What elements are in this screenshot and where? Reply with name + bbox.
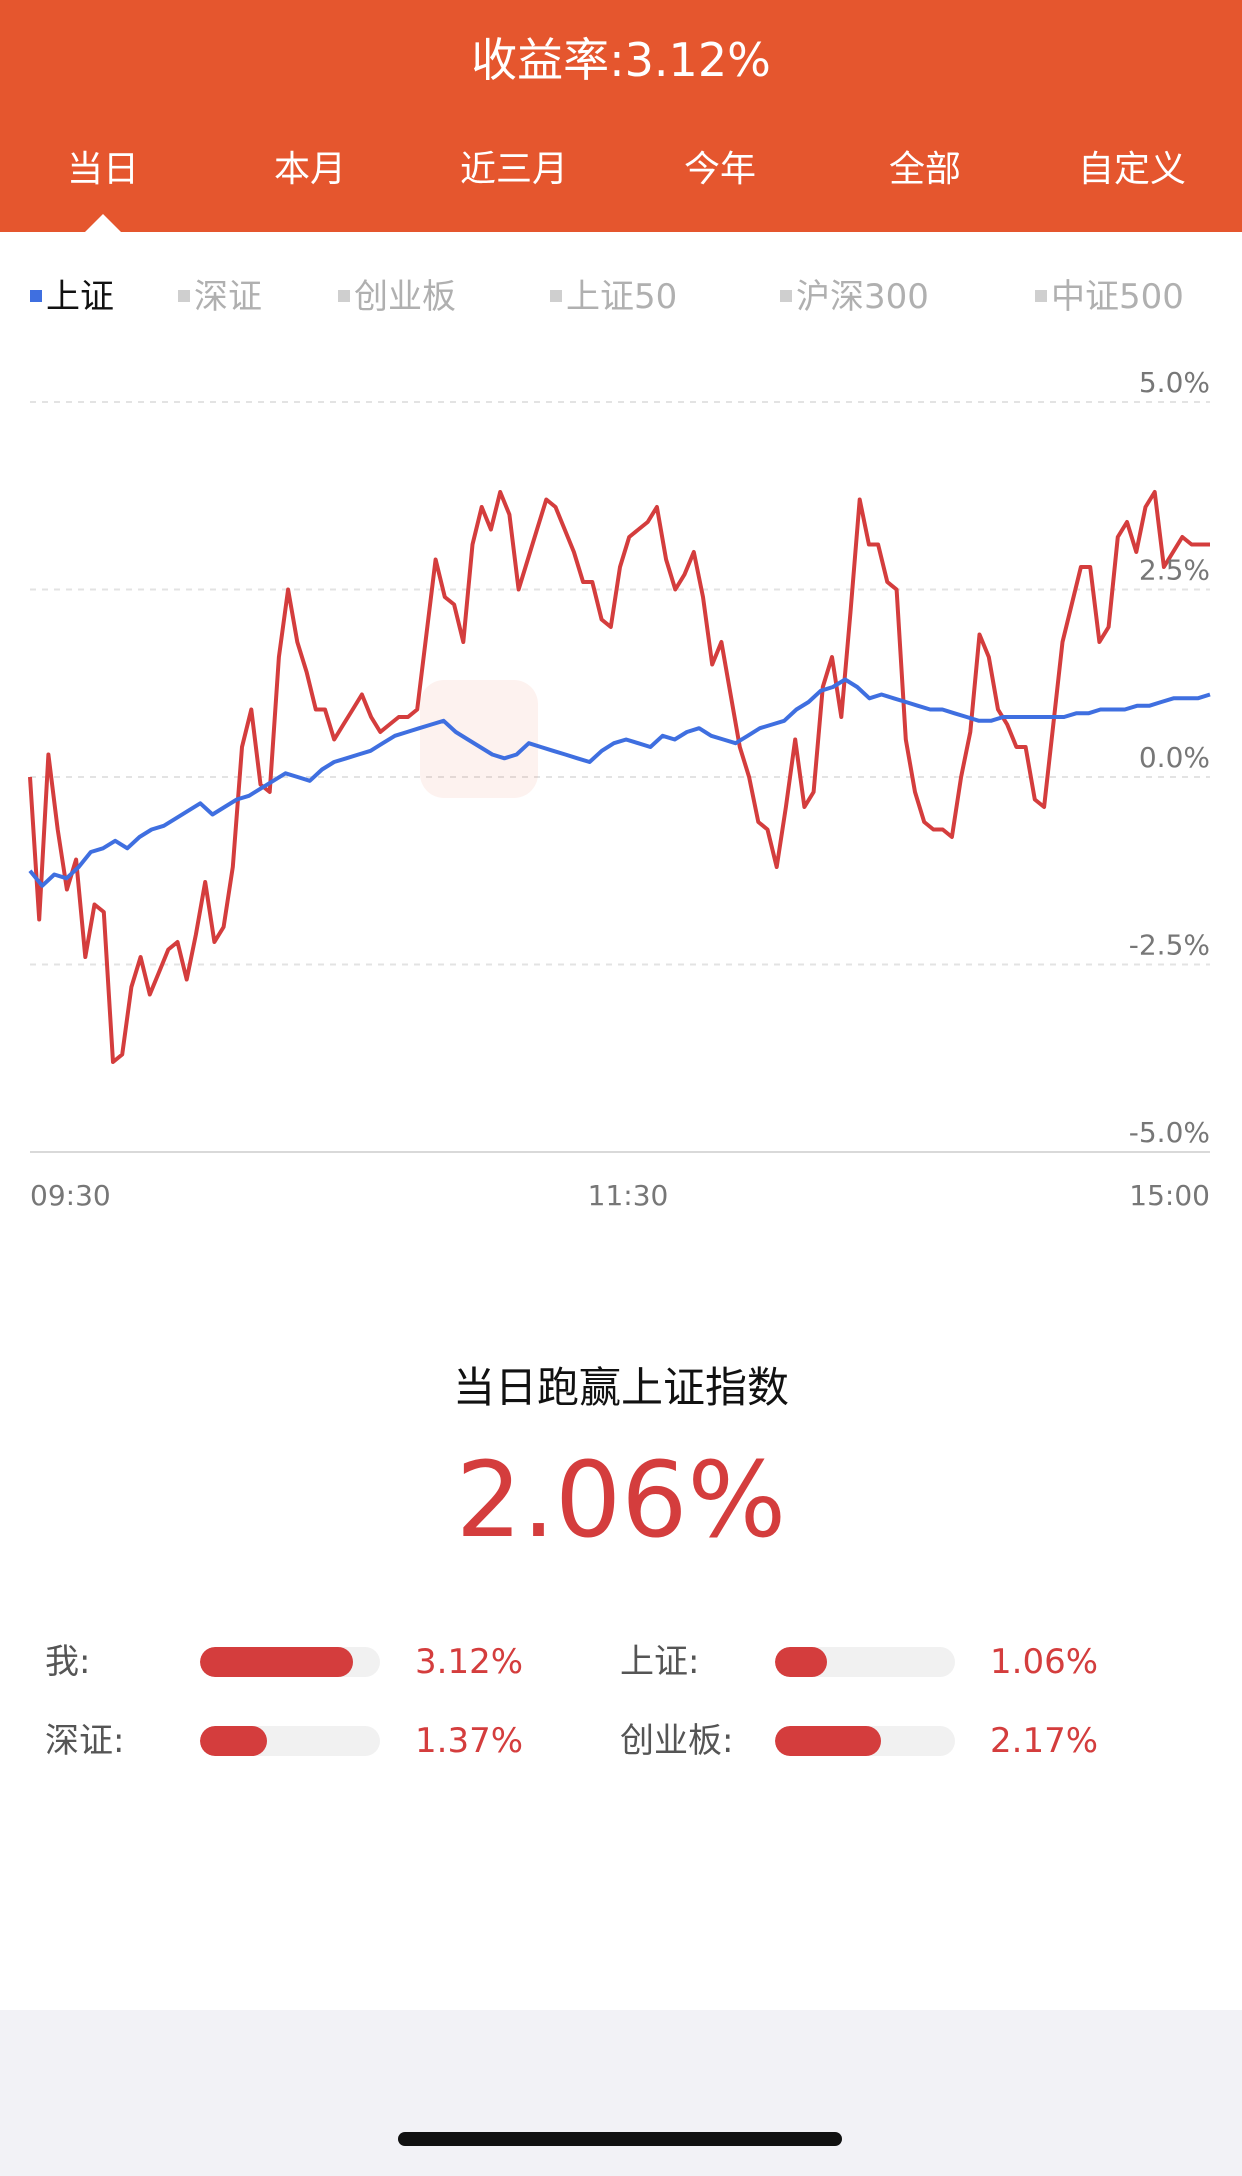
header-bar: 收益率:3.12% 当日 本月 近三月 今年 全部 自定义 — [0, 0, 1242, 232]
y-tick-label: 5.0% — [1139, 366, 1210, 399]
legend-square-icon — [780, 289, 792, 302]
index-option-sse50[interactable]: 上证50 — [550, 272, 677, 322]
index-option-shenzhen[interactable]: 深证 — [178, 272, 262, 322]
outperform-title: 当日跑赢上证指数 — [452, 1363, 789, 1412]
comparison-mine: 我: 3.12% — [45, 1637, 565, 1687]
tab-three-months[interactable]: 近三月 — [459, 149, 568, 190]
return-rate-title: 收益率:3.12% — [471, 33, 771, 87]
comparison-bar-track — [775, 1726, 955, 1756]
tab-custom[interactable]: 自定义 — [1077, 149, 1186, 190]
comparison-bar-track — [200, 1647, 380, 1677]
tab-all[interactable]: 全部 — [888, 149, 961, 190]
index-option-label: 中证500 — [1051, 277, 1184, 317]
comparison-value: 2.17% — [990, 1721, 1099, 1761]
watermark-logo — [420, 680, 538, 798]
legend-square-icon — [338, 289, 350, 302]
comparison-value: 3.12% — [415, 1642, 524, 1682]
x-tick-label: 09:30 — [30, 1179, 111, 1212]
y-tick-label: -2.5% — [1129, 929, 1210, 962]
index-option-label: 上证 — [46, 277, 114, 317]
comparison-bar-fill — [200, 1647, 353, 1677]
comparison-bar-fill — [775, 1726, 882, 1756]
home-indicator[interactable] — [398, 2132, 842, 2146]
comparison-label: 我: — [45, 1642, 91, 1682]
comparison-label: 创业板: — [620, 1721, 734, 1761]
legend-square-icon — [550, 289, 562, 302]
index-option-label: 深证 — [194, 277, 262, 317]
bottom-area — [0, 2010, 1242, 2176]
legend-square-icon — [178, 289, 190, 302]
comparison-bar-fill — [775, 1647, 828, 1677]
tab-this-year[interactable]: 今年 — [683, 149, 756, 190]
tab-today[interactable]: 当日 — [66, 149, 139, 190]
legend-square-icon — [30, 289, 42, 302]
index-option-shanghai[interactable]: 上证 — [30, 272, 114, 322]
index-option-chinext[interactable]: 创业板 — [338, 272, 456, 322]
index-option-csi300[interactable]: 沪深300 — [780, 272, 929, 322]
index-option-csi500[interactable]: 中证500 — [1035, 272, 1184, 322]
tab-this-month[interactable]: 本月 — [273, 149, 346, 190]
comparison-bar-fill — [200, 1726, 267, 1756]
y-tick-label: 0.0% — [1139, 741, 1210, 774]
comparison-label: 上证: — [620, 1642, 700, 1682]
x-tick-label: 15:00 — [1129, 1179, 1210, 1212]
active-tab-indicator — [85, 214, 121, 232]
index-return-line — [28, 677, 1211, 888]
comparison-chinext: 创业板: 2.17% — [620, 1716, 1140, 1766]
outperform-value: 2.06% — [455, 1439, 787, 1561]
comparison-label: 深证: — [45, 1721, 125, 1761]
comparison-bar-track — [200, 1726, 380, 1756]
comparison-shenzhen: 深证: 1.37% — [45, 1716, 565, 1766]
comparison-bar-track — [775, 1647, 955, 1677]
legend-square-icon — [1035, 289, 1047, 302]
x-tick-label: 11:30 — [588, 1179, 669, 1212]
period-tabs: 当日 本月 近三月 今年 全部 自定义 — [0, 140, 1242, 200]
comparison-value: 1.37% — [415, 1721, 524, 1761]
comparison-shanghai: 上证: 1.06% — [620, 1637, 1140, 1687]
y-tick-label: -5.0% — [1129, 1116, 1210, 1149]
index-option-label: 沪深300 — [796, 277, 929, 317]
index-option-label: 创业板 — [354, 277, 456, 317]
index-selector: 上证 深证 创业板 上证50 沪深300 中证500 — [0, 272, 1242, 322]
my-return-line — [28, 490, 1210, 1064]
y-tick-label: 2.5% — [1139, 554, 1210, 587]
return-line-chart: 5.0% 2.5% 0.0% -2.5% -5.0% 09:30 11:30 15:00 — [28, 366, 1211, 1212]
index-option-label: 上证50 — [566, 277, 678, 317]
comparison-value: 1.06% — [990, 1642, 1099, 1682]
